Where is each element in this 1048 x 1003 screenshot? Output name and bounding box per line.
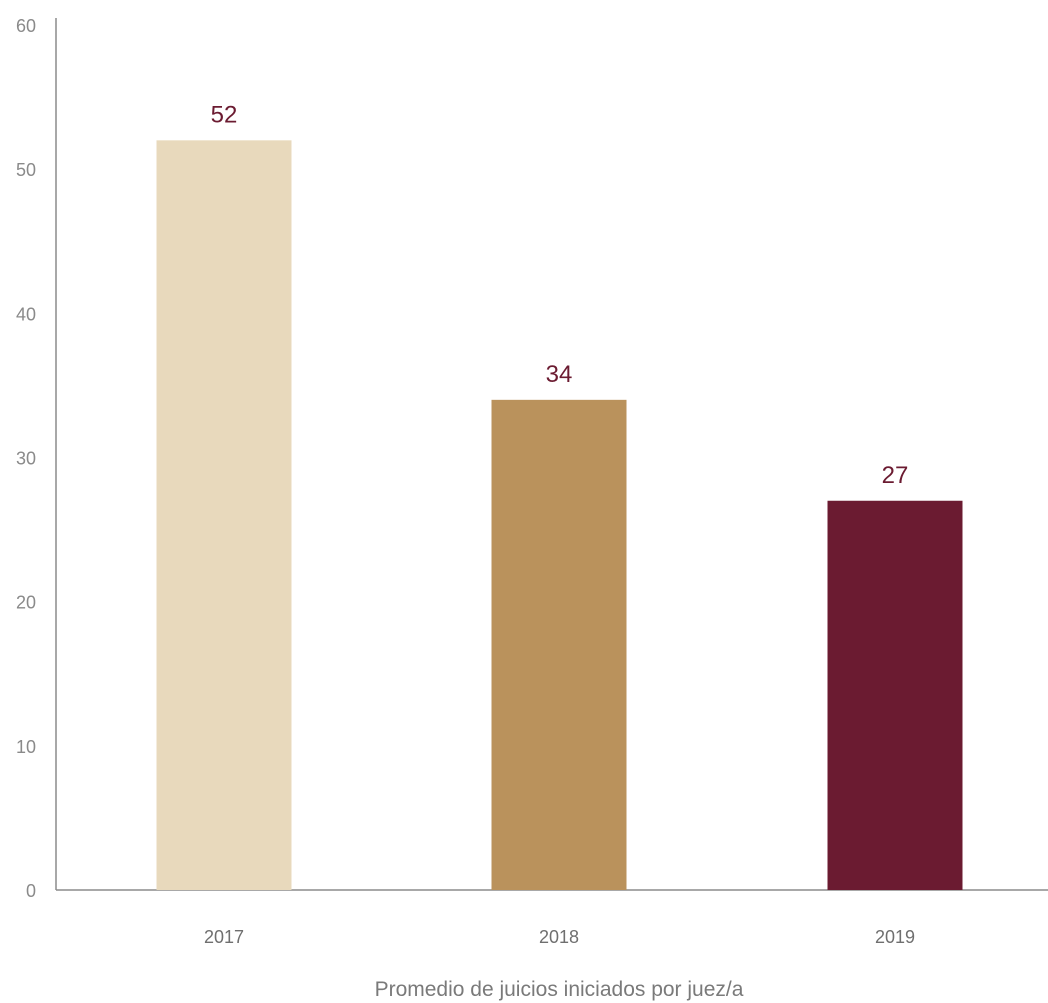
data-label-2018: 34 [546, 361, 573, 388]
x-axis-title: Promedio de juicios iniciados por juez/a [375, 978, 744, 1001]
y-tick-label: 60 [16, 16, 36, 36]
y-tick-labels: 0 10 20 30 40 50 60 [16, 16, 36, 901]
y-tick-label: 30 [16, 449, 36, 469]
category-label-2019: 2019 [875, 927, 915, 947]
y-tick-label: 40 [16, 304, 36, 324]
bar-2018 [491, 399, 627, 890]
y-tick-label: 10 [16, 737, 36, 757]
bar-2019 [827, 500, 963, 890]
bars [156, 140, 963, 891]
bar-2017 [156, 140, 292, 891]
y-tick-label: 20 [16, 593, 36, 613]
y-tick-label: 0 [26, 881, 36, 901]
data-labels: 52 34 27 [211, 101, 909, 488]
data-label-2017: 52 [211, 101, 238, 128]
category-label-2017: 2017 [204, 927, 244, 947]
category-label-2018: 2018 [539, 927, 579, 947]
y-tick-label: 50 [16, 160, 36, 180]
data-label-2019: 27 [882, 462, 909, 489]
category-labels: 2017 2018 2019 [204, 927, 915, 947]
